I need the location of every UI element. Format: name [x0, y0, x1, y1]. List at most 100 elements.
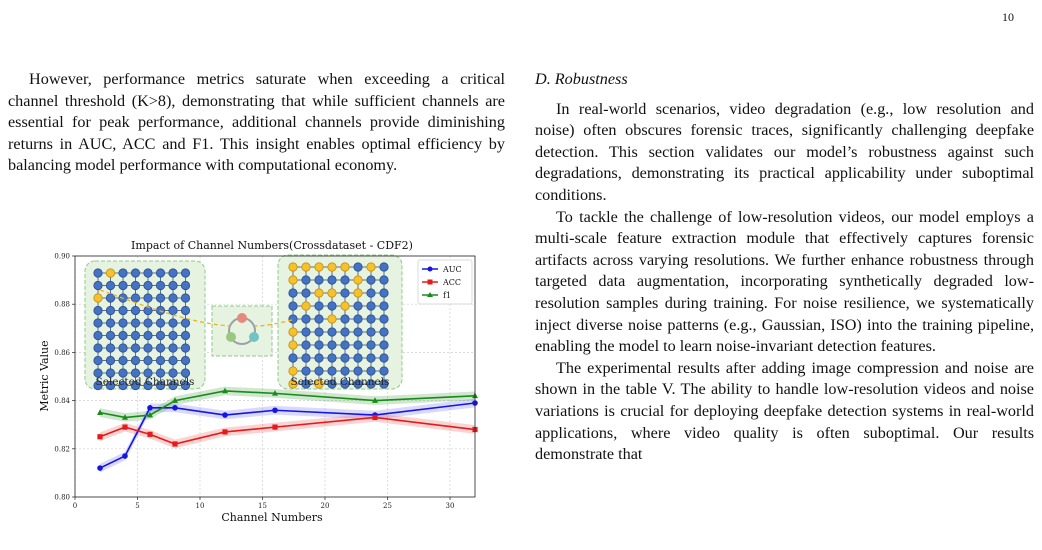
inset-connector-left: [99, 289, 231, 327]
channel-dot: [168, 380, 178, 391]
channel-dot: [366, 366, 376, 376]
right-paragraph-3: The experimental results after adding im…: [535, 358, 1034, 464]
channel-dot: [155, 355, 166, 366]
channel-dot: [168, 318, 178, 328]
channel-dot: [340, 366, 350, 376]
channel-dot: [130, 368, 141, 378]
right-paragraph-2: To tackle the challenge of low-resolutio…: [535, 207, 1034, 356]
selected-channel-dot: [301, 262, 311, 272]
channel-dot: [118, 355, 128, 366]
band-f1: [100, 386, 475, 422]
channel-dot: [143, 343, 153, 353]
channel-dot: [130, 330, 141, 341]
channel-dot: [168, 330, 178, 341]
selected-channel-dot: [340, 262, 350, 272]
channel-dot: [143, 355, 153, 366]
channel-dot: [105, 280, 116, 291]
channel-dot: [180, 293, 191, 303]
section-title: D. Robustness: [535, 70, 628, 88]
channel-dot: [93, 305, 103, 316]
channel-dot: [327, 301, 337, 311]
channel-dot: [118, 280, 128, 291]
point-acc: [172, 441, 178, 447]
channel-dot: [379, 379, 389, 389]
inset-connector-right: [254, 319, 293, 327]
axis-layer: 0 5 10 15 20 25 30 0.80 0.82 0.84 0.86 0.88 0.90: [54, 253, 476, 510]
channel-dot: [327, 353, 337, 363]
channel-dot: [93, 355, 103, 366]
channel-dot: [366, 275, 376, 285]
channel-dot: [379, 301, 389, 311]
selected-channel-dot: [314, 288, 324, 298]
channel-dot: [379, 366, 389, 376]
point-acc: [222, 429, 228, 435]
channel-dot: [180, 368, 191, 378]
point-auc: [222, 412, 228, 418]
channel-dot: [379, 327, 389, 337]
channel-dot: [155, 280, 166, 291]
selected-channel-dot: [288, 262, 298, 272]
right-paragraph-1: In real-world scenarios, video degradati…: [535, 99, 1034, 204]
channel-dot: [143, 305, 153, 316]
channel-dot: [168, 355, 178, 366]
point-acc: [372, 414, 378, 421]
y-tick-label: 0.88: [54, 301, 70, 309]
channel-dot: [118, 343, 128, 353]
channel-dot: [301, 379, 311, 389]
channel-dot: [314, 327, 324, 337]
channel-dot: [340, 353, 350, 363]
x-tick-label: 5: [135, 502, 139, 510]
chart-title: Impact of Channel Numbers(Crossdataset -…: [131, 239, 413, 252]
y-axis-label: Metric Value: [40, 340, 51, 411]
channel-dot: [93, 268, 103, 278]
channel-dot: [118, 268, 128, 278]
x-axis-label: Channel Numbers: [221, 511, 323, 524]
channel-dot: [301, 288, 311, 298]
channel-dot: [155, 330, 166, 341]
selected-channel-dot: [301, 301, 311, 311]
series-line-acc: [99, 416, 476, 445]
channel-dot: [366, 353, 376, 363]
channel-dot: [180, 305, 191, 316]
channel-dot: [288, 288, 298, 298]
y-tick-label: 0.86: [54, 349, 70, 357]
y-tick-label: 0.80: [54, 494, 70, 502]
channel-dot: [366, 340, 376, 350]
channel-dot: [340, 340, 350, 350]
channel-dot: [143, 268, 153, 278]
point-acc: [97, 434, 103, 440]
channel-dot: [105, 368, 116, 378]
plot-frame: [74, 255, 476, 498]
series-line-auc: [99, 402, 476, 469]
selected-channel-dot: [314, 262, 324, 272]
chart-legend: AUC ACC f1: [417, 259, 473, 305]
x-tick-label: 0: [73, 502, 77, 510]
channel-dot: [130, 293, 141, 303]
point-f1: [147, 411, 153, 418]
channel-dot: [314, 301, 324, 311]
channel-dot: [118, 305, 128, 316]
channel-dot: [314, 366, 324, 376]
channel-dot: [93, 330, 103, 341]
channel-dot: [93, 318, 103, 328]
channel-dot: [155, 268, 166, 278]
channel-dot: [168, 368, 178, 378]
channel-dot: [327, 275, 337, 285]
channel-dot: [301, 327, 311, 337]
channel-dot: [168, 268, 178, 278]
inset-left-label: Selected Channels: [96, 376, 195, 388]
channel-dot: [118, 318, 128, 328]
channel-dot: [353, 379, 363, 389]
y-tick-label: 0.84: [54, 397, 70, 405]
inset-left-dot-grid: [93, 268, 191, 391]
channel-dot: [130, 380, 141, 391]
selected-channel-dot: [288, 340, 298, 350]
legend-label-auc: AUC: [442, 265, 462, 274]
channel-dot: [379, 288, 389, 298]
channel-dot: [155, 368, 166, 378]
channel-dot: [314, 340, 324, 350]
x-tick-label: 10: [196, 502, 205, 510]
channel-dot: [340, 379, 350, 389]
channel-dot: [143, 368, 153, 378]
channel-dot: [353, 353, 363, 363]
